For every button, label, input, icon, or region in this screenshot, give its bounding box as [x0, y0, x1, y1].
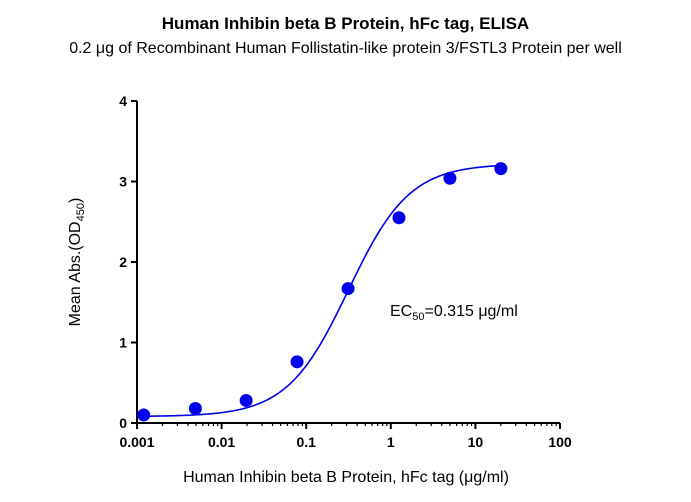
y-tick-label: 0 — [119, 415, 127, 431]
data-point — [494, 162, 508, 176]
y-axis-label: Mean Abs.(OD450) — [67, 198, 87, 327]
x-ticks: 0.001 0.01 0.1 1 10 100 — [119, 423, 572, 450]
data-point — [443, 171, 457, 185]
data-points — [137, 162, 508, 422]
fit-curve — [143, 164, 501, 418]
data-point — [188, 402, 202, 416]
x-axis-label: Human Inhibin beta B Protein, hFc tag (μ… — [183, 469, 509, 486]
y-tick-label: 1 — [119, 335, 127, 351]
y-ticks: 0 1 2 3 4 — [119, 93, 137, 431]
x-tick-label: 10 — [468, 434, 484, 450]
x-tick-label: 0.01 — [208, 434, 235, 450]
chart-title: Human Inhibin beta B Protein, hFc tag, E… — [161, 14, 530, 33]
data-point — [341, 282, 355, 296]
y-tick-label: 2 — [119, 254, 127, 270]
data-point — [392, 211, 406, 225]
data-point — [137, 408, 151, 422]
data-point — [239, 393, 253, 407]
data-point — [290, 355, 304, 369]
chart-subtitle: 0.2 μg of Recombinant Human Follistatin-… — [69, 40, 622, 57]
y-tick-label: 4 — [119, 93, 127, 109]
y-tick-label: 3 — [119, 174, 127, 190]
x-tick-label: 0.1 — [296, 434, 316, 450]
ec50-annotation: EC50=0.315 μg/ml — [390, 303, 518, 323]
x-tick-label: 1 — [387, 434, 395, 450]
axes — [136, 101, 560, 424]
x-tick-label: 0.001 — [119, 434, 154, 450]
x-tick-label: 100 — [548, 434, 572, 450]
